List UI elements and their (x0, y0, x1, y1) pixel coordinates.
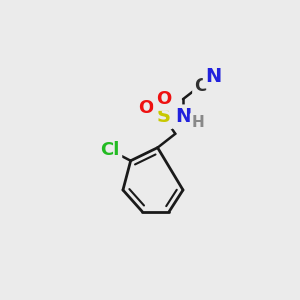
Text: C: C (194, 77, 206, 95)
Text: N: N (175, 107, 191, 126)
Text: S: S (157, 107, 171, 126)
Text: O: O (138, 99, 154, 117)
Text: N: N (206, 67, 222, 85)
Text: O: O (156, 90, 171, 108)
Text: H: H (192, 115, 205, 130)
Text: Cl: Cl (100, 141, 119, 159)
